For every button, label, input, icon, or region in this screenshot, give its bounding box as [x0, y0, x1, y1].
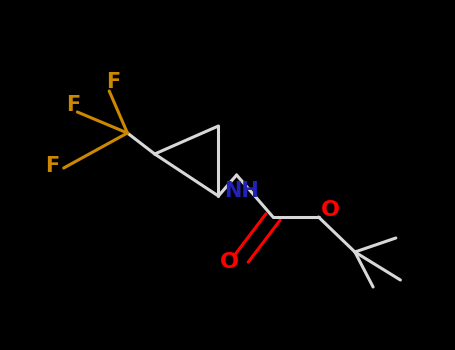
- Text: O: O: [220, 252, 239, 273]
- Text: F: F: [106, 72, 121, 92]
- Text: NH: NH: [224, 181, 258, 201]
- Text: F: F: [66, 95, 80, 115]
- Text: O: O: [320, 200, 339, 220]
- Text: F: F: [45, 156, 60, 176]
